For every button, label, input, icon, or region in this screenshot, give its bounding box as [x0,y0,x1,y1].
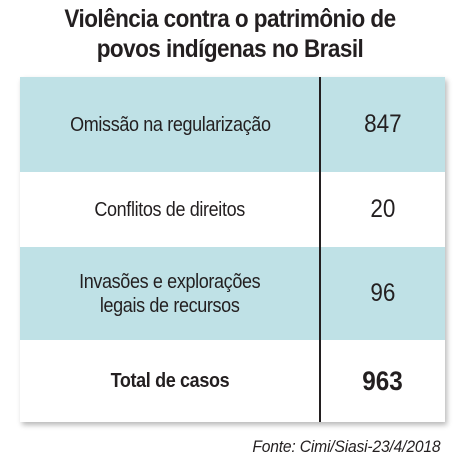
row-value: 963 [362,365,403,396]
chart-title: Violência contra o patrimônio de povos i… [23,4,437,64]
source-note: Fonte: Cimi/Siasi-23/4/2018 [251,437,440,456]
row-label: Conflitos de direitos [94,198,246,221]
row-value: 96 [369,279,396,307]
row-value: 20 [369,195,396,223]
chart-title-line-1: Violência contra o patrimônio de [64,5,396,33]
table-row-invasoes: Invasões e explorações legais de recurso… [20,247,445,340]
table-row-omissao: Omissão na regularização 847 [20,77,445,172]
table-row-conflitos: Conflitos de direitos 20 [20,172,445,247]
row-label: Omissão na regularização [69,113,271,136]
table-row-total: Total de casos 963 [20,340,445,422]
chart-title-line-2: povos indígenas no Brasil [96,35,364,63]
row-label: Invasões e explorações legais de recurso… [79,270,261,317]
column-divider [319,77,321,422]
row-label: Total de casos [110,370,230,392]
row-value: 847 [363,110,402,138]
data-table: Omissão na regularização 847 Conflitos d… [20,77,445,422]
